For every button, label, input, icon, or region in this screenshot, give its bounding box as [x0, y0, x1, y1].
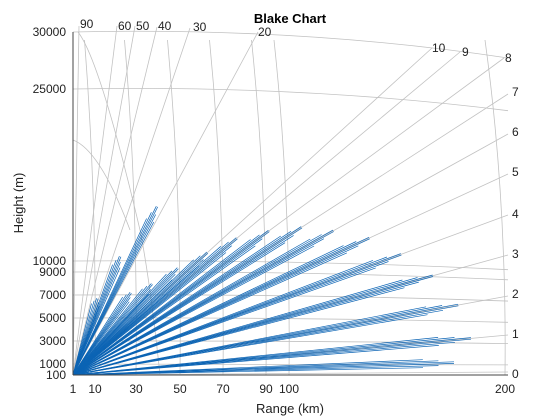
- elevation-angle-label: 0: [512, 367, 519, 381]
- y-tick-label: 30000: [33, 25, 67, 39]
- y-tick-label: 10000: [33, 254, 67, 268]
- lobe-group: [72, 236, 370, 376]
- y-tick-label: 9000: [39, 265, 66, 279]
- elevation-ray: [72, 27, 191, 376]
- lobe-line: [72, 293, 149, 376]
- lobe-line: [72, 287, 405, 376]
- elevation-angle-label: 3: [512, 247, 519, 261]
- x-axis-label: Range (km): [256, 401, 324, 416]
- y-tick-label: 100: [46, 368, 66, 382]
- range-gridline: [484, 39, 506, 376]
- lobe-line: [72, 242, 286, 376]
- lobe-group: [72, 253, 402, 376]
- elevation-ray: [72, 31, 259, 376]
- lobe-group: [72, 303, 459, 376]
- x-tick-label: 90: [259, 382, 273, 396]
- x-tick-label: 100: [279, 382, 299, 396]
- elevation-angle-label: 20: [258, 25, 272, 39]
- elevation-ray: [72, 25, 118, 376]
- range-arc: [72, 139, 131, 231]
- elevation-angle-label: 60: [118, 19, 132, 33]
- range-gridline: [273, 39, 290, 376]
- range-gridline: [167, 39, 181, 376]
- lobe-line: [72, 265, 200, 376]
- x-tick-label: 10: [88, 382, 102, 396]
- lobe-line: [72, 245, 315, 376]
- lobe-line: [72, 279, 173, 376]
- chart-title: Blake Chart: [254, 11, 327, 26]
- lobe-line: [72, 267, 376, 376]
- lobe-group: [72, 226, 303, 376]
- x-tick-label: 200: [495, 382, 515, 396]
- height-gridline: [72, 87, 509, 112]
- y-tick-label: 7000: [39, 288, 66, 302]
- lobe-line: [72, 367, 424, 376]
- y-tick-label: 5000: [39, 311, 66, 325]
- lobe-line: [72, 252, 227, 376]
- lobe-line: [72, 252, 347, 376]
- elevation-angle-label: 8: [505, 51, 512, 65]
- elevation-angle-label: 1: [512, 327, 519, 341]
- elevation-angle-label: 50: [136, 19, 150, 33]
- y-axis-label: Height (m): [11, 173, 26, 234]
- height-gridline: [72, 294, 509, 302]
- y-tick-label: 25000: [33, 82, 67, 96]
- elevation-angle-label: 2: [512, 287, 519, 301]
- elevation-ray: [72, 25, 80, 376]
- elevation-angle-label: 4: [512, 207, 519, 221]
- lobe-line: [72, 305, 100, 376]
- elevation-ray: [72, 47, 433, 376]
- elevation-angle-label: 9: [462, 45, 469, 59]
- y-tick-label: 1000: [39, 357, 66, 371]
- lobe-group: [72, 274, 434, 376]
- elevation-angle-label: 6: [512, 125, 519, 139]
- range-gridline: [251, 39, 267, 376]
- elevation-ray: [72, 26, 158, 376]
- axes: [72, 32, 508, 376]
- lobe-group: [72, 206, 159, 376]
- x-tick-label: 30: [129, 382, 143, 396]
- lobe-line: [72, 301, 130, 376]
- lobe-group: [72, 298, 100, 376]
- coverage-lobes: [72, 206, 472, 376]
- x-tick-label: 1: [70, 382, 77, 396]
- lobe-line: [72, 345, 439, 376]
- elevation-angle-label: 90: [80, 17, 94, 31]
- lobe-group: [72, 292, 132, 376]
- elevation-angle-label: 40: [158, 19, 172, 33]
- lobe-line: [72, 267, 121, 376]
- lobe-group: [72, 283, 153, 376]
- lobe-group: [72, 229, 334, 376]
- lobe-line: [72, 314, 428, 376]
- elevation-angle-label: 5: [512, 165, 519, 179]
- height-gridline: [72, 260, 509, 271]
- lobe-group: [72, 230, 270, 376]
- elevation-angle-label: 7: [512, 85, 519, 99]
- lobe-line: [72, 245, 256, 376]
- elevation-angle-label: 30: [193, 20, 207, 34]
- tick-labels: 1 10 30 50 70 90 100 20010010003000500070009000…: [33, 17, 519, 396]
- range-gridline: [209, 39, 224, 376]
- elevation-ray: [72, 25, 136, 376]
- elevation-angle-label: 10: [432, 41, 446, 55]
- lobe-group: [72, 337, 472, 376]
- lobe-group: [72, 359, 455, 376]
- x-tick-label: 70: [216, 382, 230, 396]
- y-tick-label: 3000: [39, 334, 66, 348]
- lobe-line: [72, 221, 155, 376]
- x-tick-label: 50: [173, 382, 187, 396]
